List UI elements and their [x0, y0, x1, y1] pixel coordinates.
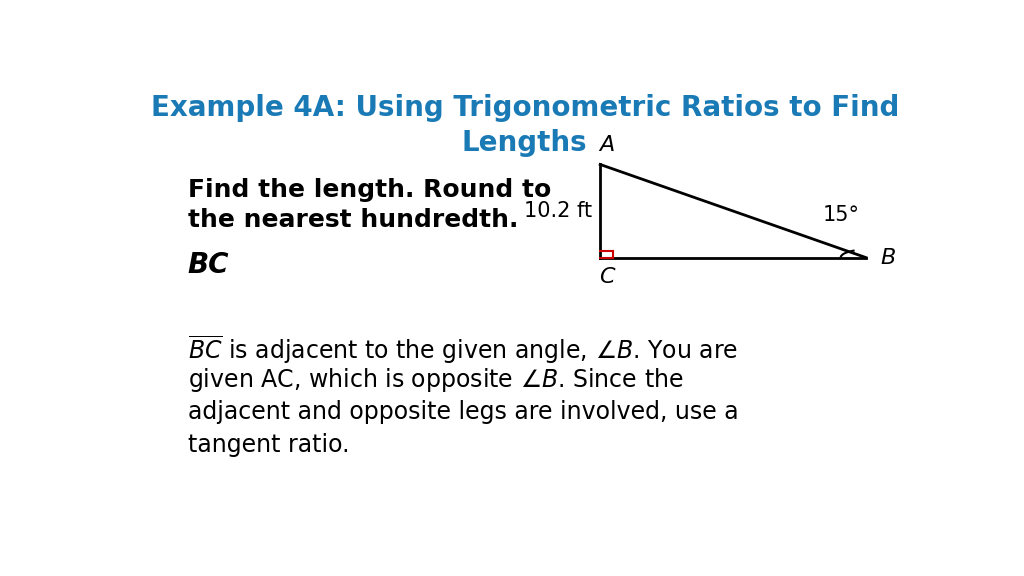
Text: 15°: 15° [822, 206, 859, 225]
Text: A: A [599, 135, 614, 155]
Text: Find the length. Round to
the nearest hundredth.: Find the length. Round to the nearest hu… [187, 178, 551, 233]
Text: adjacent and opposite legs are involved, use a: adjacent and opposite legs are involved,… [187, 400, 738, 423]
Text: $\overline{BC}$ is adjacent to the given angle, ∠$B$. You are: $\overline{BC}$ is adjacent to the given… [187, 333, 737, 366]
Text: C: C [599, 267, 614, 287]
Text: B: B [881, 248, 896, 268]
Text: 10.2 ft: 10.2 ft [524, 201, 592, 221]
Text: BC: BC [187, 251, 229, 279]
Text: Example 4A: Using Trigonometric Ratios to Find
Lengths: Example 4A: Using Trigonometric Ratios t… [151, 93, 899, 157]
Text: tangent ratio.: tangent ratio. [187, 433, 349, 457]
Text: given AC, which is opposite ∠$B$. Since the: given AC, which is opposite ∠$B$. Since … [187, 366, 683, 395]
